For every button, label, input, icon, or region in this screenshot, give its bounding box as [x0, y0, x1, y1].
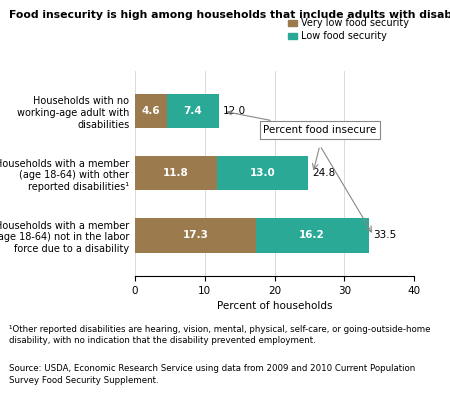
Text: 16.2: 16.2 [299, 230, 325, 240]
Text: ¹Other reported disabilities are hearing, vision, mental, physical, self-care, o: ¹Other reported disabilities are hearing… [9, 325, 431, 345]
Text: 13.0: 13.0 [250, 168, 275, 178]
Bar [256, 218, 369, 253]
Bar [135, 94, 167, 128]
Legend: Very low food security, Low food security: Very low food security, Low food securit… [288, 19, 409, 41]
Text: 33.5: 33.5 [373, 230, 396, 240]
Bar [135, 218, 256, 253]
Text: 11.8: 11.8 [163, 168, 189, 178]
Text: 17.3: 17.3 [182, 230, 208, 240]
Text: 4.6: 4.6 [142, 106, 160, 116]
Text: 7.4: 7.4 [184, 106, 202, 116]
Text: Percent food insecure: Percent food insecure [228, 111, 377, 135]
X-axis label: Percent of households: Percent of households [217, 301, 332, 311]
Text: 24.8: 24.8 [312, 168, 335, 178]
Text: Food insecurity is high among households that include adults with disabilities: Food insecurity is high among households… [9, 10, 450, 20]
Bar [135, 156, 217, 190]
Bar [167, 94, 219, 128]
Bar [217, 156, 308, 190]
Text: Source: USDA, Economic Research Service using data from 2009 and 2010 Current Po: Source: USDA, Economic Research Service … [9, 364, 415, 385]
Text: 12.0: 12.0 [223, 106, 246, 116]
